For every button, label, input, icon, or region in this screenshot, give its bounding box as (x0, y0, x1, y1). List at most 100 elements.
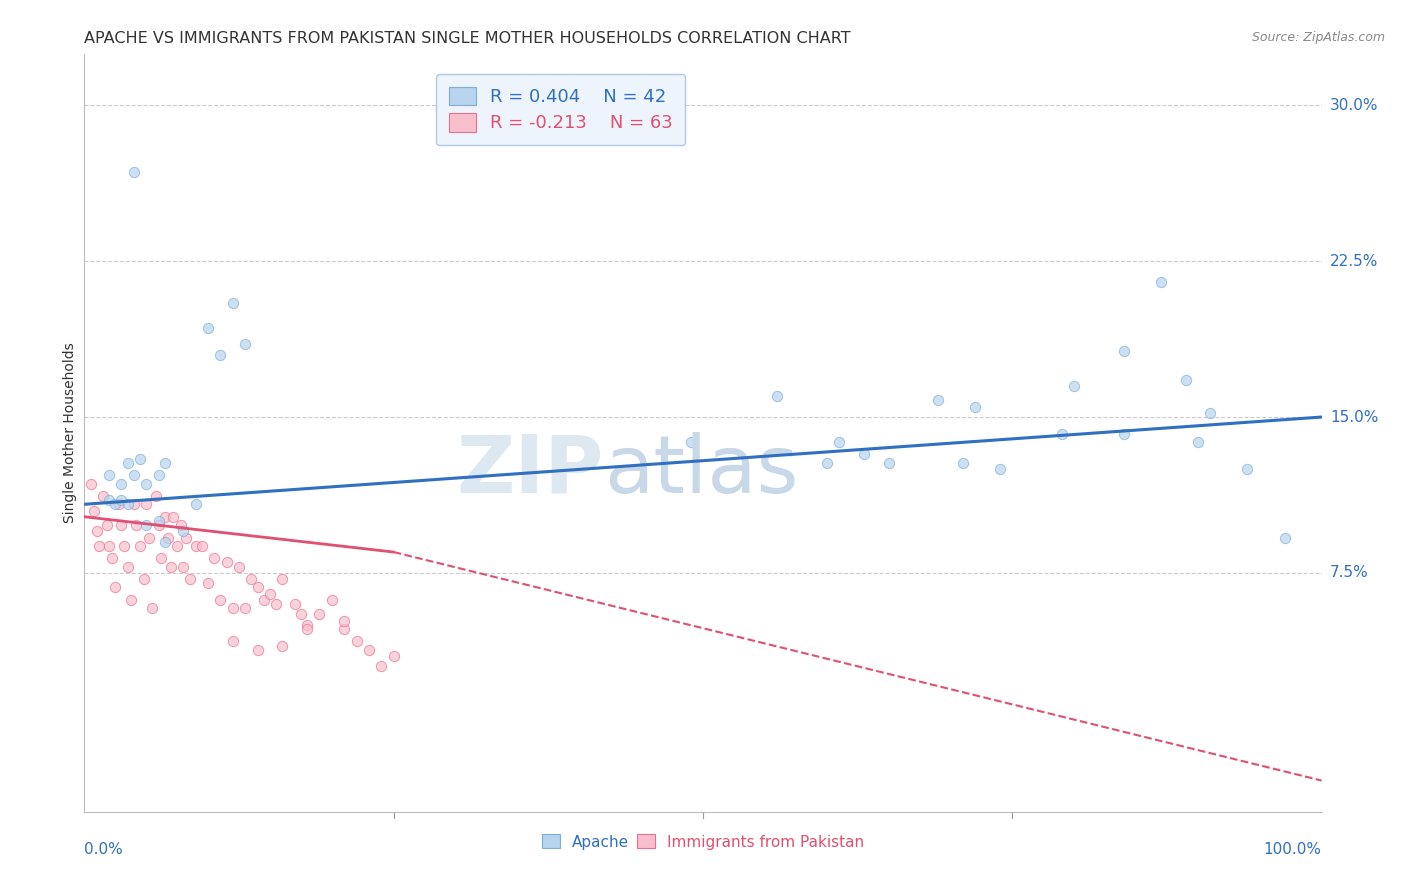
Point (145, 489, 167, 503)
Point (253, 592, 276, 607)
Point (1150, 275, 1173, 289)
Point (209, 592, 232, 607)
Point (240, 572, 263, 586)
Point (108, 497, 131, 511)
Point (153, 534, 176, 549)
Point (321, 592, 343, 607)
Point (172, 559, 194, 574)
Text: Source: ZipAtlas.com: Source: ZipAtlas.com (1251, 31, 1385, 45)
Point (174, 531, 197, 545)
Point (233, 601, 256, 615)
Point (679, 434, 702, 449)
Point (197, 576, 219, 591)
Point (135, 497, 157, 511)
Point (766, 389, 789, 403)
Point (184, 539, 207, 553)
Point (150, 551, 173, 566)
Legend: Apache, Immigrants from Pakistan: Apache, Immigrants from Pakistan (534, 827, 872, 857)
Point (271, 639, 294, 653)
Point (153, 509, 176, 524)
Point (209, 348, 232, 362)
Point (1112, 426, 1135, 441)
Point (222, 295, 245, 310)
Point (132, 572, 155, 586)
Point (170, 518, 193, 533)
Point (215, 556, 238, 570)
Point (1050, 426, 1073, 441)
Point (86, 524, 108, 539)
Point (284, 597, 307, 611)
Point (112, 539, 135, 553)
Text: atlas: atlas (605, 432, 799, 509)
Point (191, 539, 214, 553)
Point (98, 493, 121, 508)
Point (91, 489, 114, 503)
Point (197, 320, 219, 334)
Point (952, 456, 974, 470)
Point (308, 607, 330, 622)
Point (96, 518, 118, 533)
Text: 30.0%: 30.0% (1330, 98, 1378, 113)
Point (98, 468, 121, 483)
Point (153, 456, 176, 470)
Point (259, 586, 281, 600)
Point (1274, 531, 1296, 545)
Point (228, 559, 250, 574)
Point (117, 497, 139, 511)
Point (135, 518, 157, 533)
Point (246, 580, 269, 594)
Point (122, 468, 145, 483)
Point (222, 634, 245, 648)
Y-axis label: Single Mother Households: Single Mother Households (63, 343, 77, 523)
Point (83, 503, 105, 517)
Point (246, 642, 269, 657)
Point (988, 462, 1011, 476)
Point (346, 634, 368, 648)
Point (271, 572, 294, 586)
Point (828, 434, 851, 449)
Point (264, 597, 287, 611)
Text: 100.0%: 100.0% (1264, 842, 1322, 857)
Point (117, 559, 139, 574)
Point (233, 337, 256, 351)
Point (184, 497, 207, 511)
Point (202, 551, 225, 566)
Point (148, 518, 170, 533)
Point (295, 617, 318, 632)
Point (1236, 462, 1258, 476)
Point (100, 551, 122, 566)
Point (1174, 373, 1197, 387)
Point (122, 165, 145, 179)
Point (157, 531, 180, 545)
Point (120, 592, 142, 607)
Point (357, 642, 380, 657)
Text: 22.5%: 22.5% (1330, 253, 1378, 268)
Text: 0.0%: 0.0% (84, 842, 124, 857)
Point (79, 476, 101, 491)
Point (110, 518, 132, 533)
Point (110, 493, 132, 508)
Point (1187, 434, 1209, 449)
Point (104, 580, 127, 594)
Point (222, 601, 245, 615)
Text: ZIP: ZIP (457, 432, 605, 509)
Point (98, 539, 121, 553)
Point (89, 539, 111, 553)
Point (110, 476, 132, 491)
Point (141, 601, 163, 615)
Point (129, 451, 152, 466)
Text: 7.5%: 7.5% (1330, 566, 1368, 581)
Point (1112, 343, 1135, 358)
Point (1063, 379, 1085, 393)
Point (927, 393, 949, 408)
Point (295, 622, 318, 636)
Point (148, 468, 170, 483)
Point (333, 622, 356, 636)
Point (290, 607, 312, 622)
Point (162, 509, 184, 524)
Point (877, 456, 900, 470)
Point (166, 539, 188, 553)
Point (1199, 406, 1222, 420)
Point (135, 476, 157, 491)
Text: APACHE VS IMMIGRANTS FROM PAKISTAN SINGLE MOTHER HOUSEHOLDS CORRELATION CHART: APACHE VS IMMIGRANTS FROM PAKISTAN SINGL… (84, 31, 851, 46)
